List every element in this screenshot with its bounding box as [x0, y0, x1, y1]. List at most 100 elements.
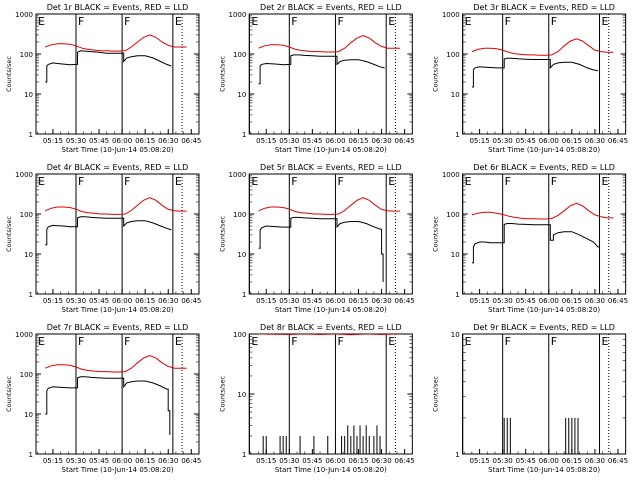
event-marker-label: F [291, 335, 297, 348]
event-marker-label: F [78, 15, 84, 28]
x-tick-label: 06:30 [158, 297, 178, 305]
event-marker-label: F [78, 335, 84, 348]
event-marker-label: F [291, 175, 297, 188]
x-tick-label: 06:45 [181, 137, 201, 145]
event-marker-label: E [602, 335, 609, 348]
panel-title: Det 2r BLACK = Events, RED = LLD [260, 3, 402, 12]
plot-area [45, 354, 187, 435]
y-tick-label: 1000 [15, 11, 33, 19]
panel-title: Det 1r BLACK = Events, RED = LLD [47, 3, 189, 12]
lld-series-line [258, 334, 398, 336]
x-tick-label: 05:30 [493, 137, 513, 145]
panel-title: Det 6r BLACK = Events, RED = LLD [473, 163, 615, 172]
panel-det-2: Det 2r BLACK = Events, RED = LLD 1 10 100 10… [218, 3, 414, 154]
events-series-line [45, 376, 171, 435]
x-tick-label: 06:45 [395, 457, 415, 465]
event-marker-label: F [505, 15, 511, 28]
y-axis-label: Counts/sec [432, 376, 440, 412]
y-tick-label: 1 [242, 451, 246, 459]
x-tick-label: 06:00 [539, 457, 559, 465]
event-marker-label: F [337, 335, 343, 348]
x-axis-label: Start Time (10-Jun-14 05:08:20) [62, 306, 174, 314]
x-tick-label: 06:00 [539, 137, 559, 145]
y-tick-label: 100 [233, 331, 246, 339]
x-tick-label: 05:45 [516, 457, 536, 465]
panel-det-7: Det 7r BLACK = Events, RED = LLD 1 10 100 10… [5, 323, 201, 474]
x-tick-label: 05:15 [469, 457, 489, 465]
y-tick-label: 1000 [229, 11, 247, 19]
y-tick-label: 10 [451, 331, 460, 339]
y-tick-label: 1 [242, 131, 246, 139]
x-tick-label: 05:45 [89, 137, 109, 145]
plot-frame [248, 13, 413, 135]
panel-det-9: Det 9r BLACK = Events, RED = LLD 1 10 Count… [432, 323, 628, 474]
x-tick-label: 06:00 [112, 297, 132, 305]
y-tick-label: 100 [446, 51, 459, 59]
event-marker-label: E [175, 335, 182, 348]
x-tick-label: 06:15 [562, 297, 582, 305]
x-tick-label: 06:15 [348, 137, 368, 145]
x-tick-label: 06:30 [371, 297, 391, 305]
y-tick-label: 10 [24, 411, 33, 419]
x-tick-label: 06:15 [135, 457, 155, 465]
event-marker-label: E [38, 335, 45, 348]
x-tick-label: 06:00 [112, 457, 132, 465]
y-tick-label: 100 [233, 51, 246, 59]
x-tick-label: 05:30 [493, 457, 513, 465]
x-tick-label: 05:30 [279, 137, 299, 145]
event-marker-label: E [388, 175, 395, 188]
y-tick-label: 1 [455, 451, 459, 459]
plot-frame [35, 13, 200, 135]
x-tick-label: 06:45 [395, 137, 415, 145]
event-marker-label: F [337, 175, 343, 188]
x-axis-label: Start Time (10-Jun-14 05:08:20) [488, 466, 600, 474]
y-axis-label: Counts/sec [5, 376, 13, 412]
event-marker-label: E [175, 175, 182, 188]
lld-series-line [471, 38, 614, 56]
y-tick-label: 10 [237, 251, 246, 259]
events-series-line [258, 216, 384, 282]
event-marker-label: F [291, 15, 297, 28]
lld-series-line [258, 34, 400, 53]
x-tick-label: 05:30 [66, 137, 86, 145]
x-tick-label: 05:45 [302, 137, 322, 145]
plot-frame [35, 173, 200, 295]
x-tick-label: 06:15 [348, 457, 368, 465]
panel-title: Det 5r BLACK = Events, RED = LLD [260, 163, 402, 172]
y-tick-label: 1 [29, 131, 33, 139]
plot-area [258, 197, 400, 282]
y-tick-label: 10 [451, 251, 460, 259]
x-tick-label: 05:30 [493, 297, 513, 305]
y-tick-label: 1 [29, 291, 33, 299]
y-axis-label: Counts/sec [5, 56, 13, 92]
events-series-line [45, 216, 172, 246]
x-tick-label: 05:30 [66, 457, 86, 465]
event-marker-label: E [251, 335, 258, 348]
y-tick-label: 100 [233, 211, 246, 219]
lld-series-line [471, 202, 614, 220]
event-marker-label: E [251, 175, 258, 188]
plot-area [503, 417, 579, 454]
panel-det-8: Det 8r BLACK = Events, RED = LLD 1 10 100 Co… [218, 323, 414, 474]
x-axis-label: Start Time (10-Jun-14 05:08:20) [275, 146, 387, 154]
y-tick-label: 10 [24, 91, 33, 99]
plot-area [258, 334, 398, 454]
y-tick-label: 10 [24, 251, 33, 259]
event-marker-label: F [551, 335, 557, 348]
plot-frame [462, 333, 627, 455]
event-marker-label: E [465, 175, 472, 188]
event-marker-label: E [175, 15, 182, 28]
x-tick-label: 05:45 [516, 137, 536, 145]
y-axis-label: Counts/sec [432, 216, 440, 252]
y-tick-label: 100 [20, 51, 33, 59]
plot-area [45, 34, 187, 83]
x-axis-label: Start Time (10-Jun-14 05:08:20) [275, 306, 387, 314]
panel-det-6: Det 6r BLACK = Events, RED = LLD 1 10 100 10… [432, 163, 628, 314]
x-tick-label: 06:15 [135, 297, 155, 305]
plot-frame [35, 333, 200, 455]
panel-title: Det 3r BLACK = Events, RED = LLD [473, 3, 615, 12]
panel-det-1: Det 1r BLACK = Events, RED = LLD 1 10 100 10… [5, 3, 201, 154]
plot-area [471, 202, 614, 282]
panel-det-5: Det 5r BLACK = Events, RED = LLD 1 10 100 10… [218, 163, 414, 314]
